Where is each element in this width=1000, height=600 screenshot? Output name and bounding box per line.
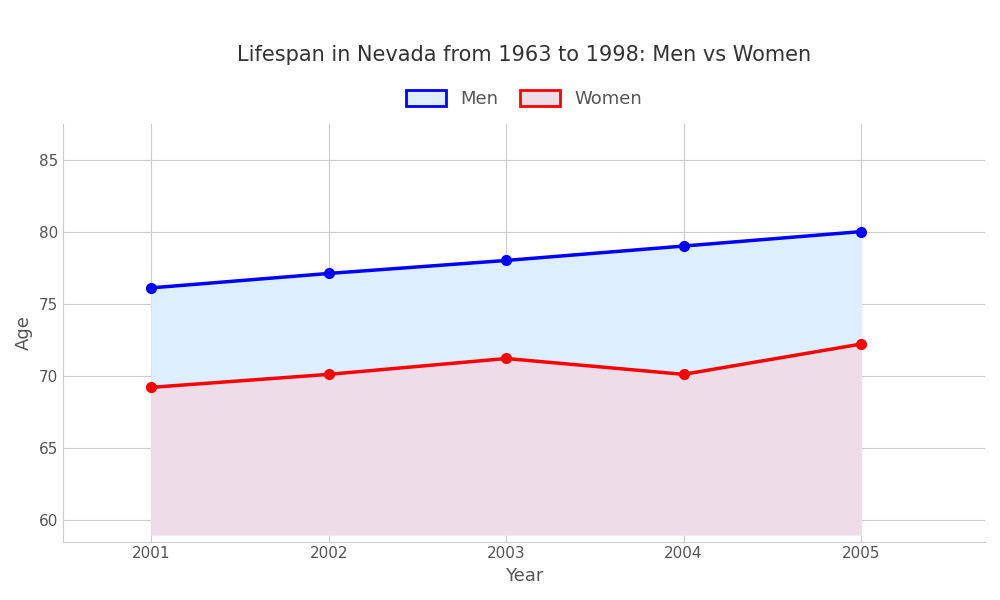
Title: Lifespan in Nevada from 1963 to 1998: Men vs Women: Lifespan in Nevada from 1963 to 1998: Me… — [237, 45, 811, 65]
Y-axis label: Age: Age — [15, 315, 33, 350]
Legend: Men, Women: Men, Women — [399, 82, 649, 115]
X-axis label: Year: Year — [505, 567, 543, 585]
